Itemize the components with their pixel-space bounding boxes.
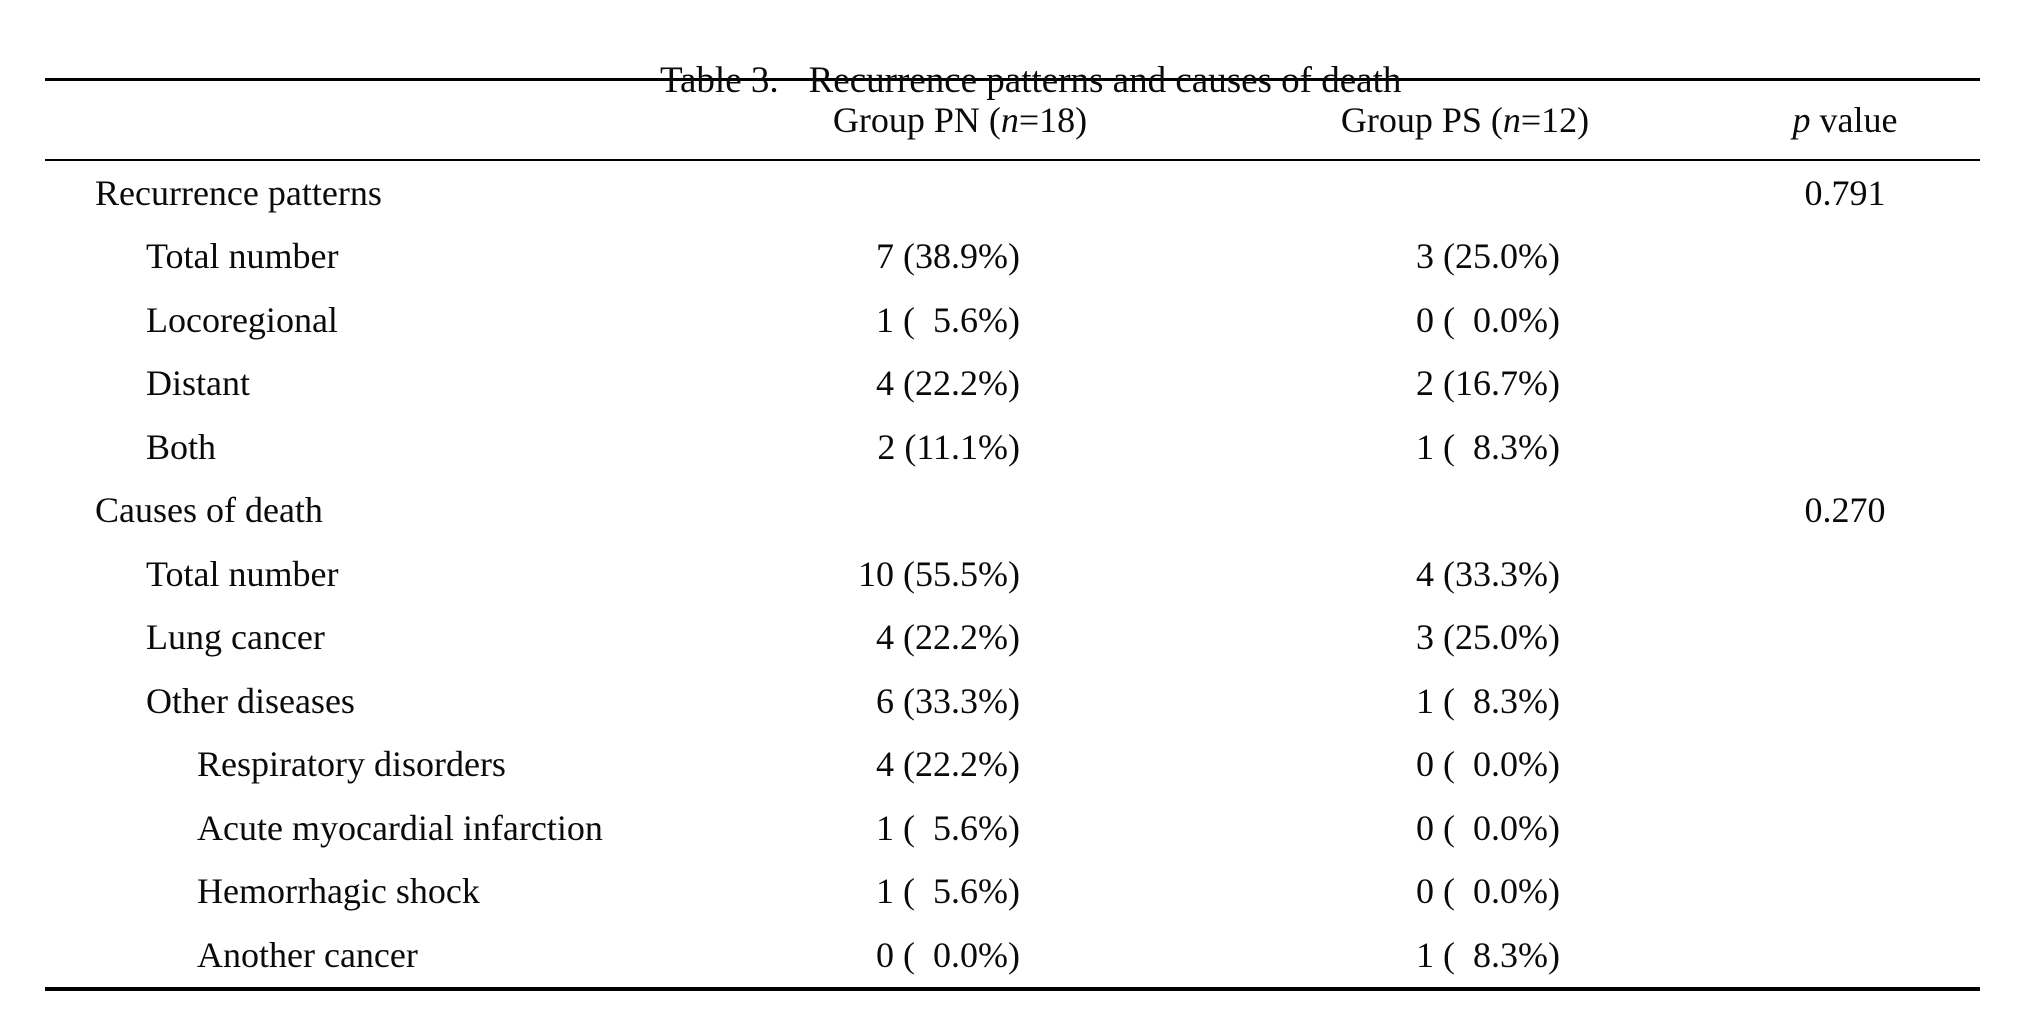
table-row: Respiratory disorders 4 (22.2%) 0 ( 0.0%… — [0, 733, 2025, 797]
ps-value: 4 (33.3%) — [1416, 553, 1560, 594]
row-label: Total number — [146, 553, 339, 594]
ps-value: 1 ( 8.3%) — [1416, 426, 1560, 467]
row-label: Locoregional — [146, 299, 338, 340]
p-value: 0.791 — [1804, 172, 1886, 213]
ps-value: 3 (25.0%) — [1416, 236, 1560, 277]
pn-value: 1 ( 5.6%) — [876, 871, 1020, 912]
pn-value: 10 (55.5%) — [858, 553, 1020, 594]
table-row: Causes of death 0.270 — [0, 479, 2025, 543]
table-body: Recurrence patterns 0.791 Total number 7… — [0, 161, 2025, 987]
table-number: Table 3. — [659, 60, 779, 101]
row-label: Hemorrhagic shock — [197, 871, 480, 912]
table-row: Recurrence patterns 0.791 — [0, 161, 2025, 225]
table-header-row: Group PN (n=18) Group PS (n=12) p value — [0, 81, 2025, 159]
table-row: Locoregional 1 ( 5.6%) 0 ( 0.0%) — [0, 288, 2025, 352]
row-label: Lung cancer — [146, 617, 325, 658]
row-label: Acute myocardial infarction — [197, 807, 603, 848]
ps-value: 0 ( 0.0%) — [1416, 871, 1560, 912]
ps-value: 1 ( 8.3%) — [1416, 934, 1560, 975]
pn-value: 4 (22.2%) — [876, 617, 1020, 658]
table-row: Distant 4 (22.2%) 2 (16.7%) — [0, 352, 2025, 416]
table-row: Total number 10 (55.5%) 4 (33.3%) — [0, 542, 2025, 606]
ps-value: 2 (16.7%) — [1416, 363, 1560, 404]
ps-value: 1 ( 8.3%) — [1416, 680, 1560, 721]
table-row: Acute myocardial infarction 1 ( 5.6%) 0 … — [0, 796, 2025, 860]
pn-value: 0 ( 0.0%) — [876, 934, 1020, 975]
table-row: Other diseases 6 (33.3%) 1 ( 8.3%) — [0, 669, 2025, 733]
table-row: Another cancer 0 ( 0.0%) 1 ( 8.3%) — [0, 923, 2025, 987]
table-row: Total number 7 (38.9%) 3 (25.0%) — [0, 225, 2025, 289]
row-label: Causes of death — [95, 490, 323, 531]
ps-value: 0 ( 0.0%) — [1416, 744, 1560, 785]
table-title-text: Recurrence patterns and causes of death — [808, 60, 1402, 101]
ps-value: 0 ( 0.0%) — [1416, 299, 1560, 340]
pn-value: 7 (38.9%) — [876, 236, 1020, 277]
pn-value: 2 (11.1%) — [877, 426, 1020, 467]
table-caption: Table 3. Recurrence patterns and causes o… — [0, 0, 2025, 101]
pn-value: 6 (33.3%) — [876, 680, 1020, 721]
header-group-pn: Group PN (n=18) — [832, 100, 1088, 140]
pn-value: 1 ( 5.6%) — [876, 299, 1020, 340]
pn-value: 4 (22.2%) — [876, 363, 1020, 404]
ps-value: 0 ( 0.0%) — [1416, 807, 1560, 848]
ps-value: 3 (25.0%) — [1416, 617, 1560, 658]
row-label: Another cancer — [197, 934, 418, 975]
row-label: Other diseases — [146, 680, 355, 721]
header-group-ps: Group PS (n=12) — [1340, 100, 1590, 140]
row-label: Recurrence patterns — [95, 172, 382, 213]
row-label: Respiratory disorders — [197, 744, 506, 785]
row-label: Total number — [146, 236, 339, 277]
p-value: 0.270 — [1804, 490, 1886, 531]
table-row: Lung cancer 4 (22.2%) 3 (25.0%) — [0, 606, 2025, 670]
row-label: Both — [146, 426, 217, 467]
table-row: Hemorrhagic shock 1 ( 5.6%) 0 ( 0.0%) — [0, 860, 2025, 924]
table-bottom-rule — [45, 986, 1980, 991]
table-top-rule — [45, 78, 1980, 81]
header-p-value: p value — [1792, 100, 1898, 140]
table-header-rule — [45, 159, 1980, 161]
row-label: Distant — [146, 363, 250, 404]
pn-value: 1 ( 5.6%) — [876, 807, 1020, 848]
table-row: Both 2 (11.1%) 1 ( 8.3%) — [0, 415, 2025, 479]
pn-value: 4 (22.2%) — [876, 744, 1020, 785]
